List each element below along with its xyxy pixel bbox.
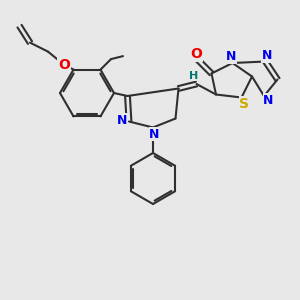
Text: S: S xyxy=(239,97,250,110)
Text: N: N xyxy=(263,94,274,107)
Text: N: N xyxy=(262,49,272,62)
Text: N: N xyxy=(117,113,128,127)
Text: O: O xyxy=(58,58,70,71)
Text: O: O xyxy=(190,47,202,61)
Text: H: H xyxy=(189,70,198,81)
Text: N: N xyxy=(149,128,160,141)
Text: N: N xyxy=(226,50,236,64)
